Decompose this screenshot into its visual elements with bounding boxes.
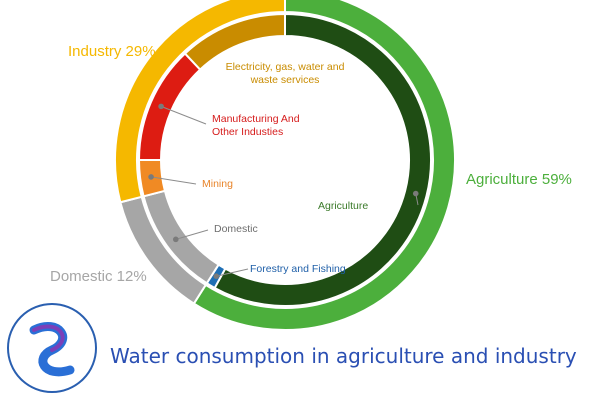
leader-line-domestic [175,229,209,240]
inner-label-forestry-and-fishing: Forestry and Fishing [250,263,346,275]
outer-slice-industry-29 [114,0,286,204]
chart-caption: Water consumption in agriculture and ind… [110,344,577,368]
inner-label-electricity-gas-water-and: Electricity, gas, water and waste service… [226,61,345,86]
outer-label-industry-29: Industry 29% [68,43,156,60]
inner-label-domestic: Domestic [214,223,258,235]
inner-slice-electricity-gas-water-and [183,12,286,72]
leader-lines [148,103,419,280]
leader-line-forestry-and-fishing [216,268,249,277]
leader-dot-agriculture [412,190,419,197]
leader-dot-forestry-and-fishing [213,273,220,280]
inner-ring [137,12,432,307]
park-logo-icon [4,300,100,401]
slice-labels: Agriculture 59% Domestic 12% Industry 29% A… [50,43,572,285]
leader-dot-domestic [172,236,179,243]
leader-line-manufacturing-and [160,105,207,125]
inner-label-agriculture: Agriculture [318,200,368,212]
leader-dot-manufacturing-and [158,103,164,110]
inner-label-mining: Mining [202,178,233,190]
outer-label-agriculture-59: Agriculture 59% [466,171,572,188]
outer-label-domestic-12: Domestic 12% [50,268,147,285]
leader-line-mining [150,176,197,185]
inner-label-manufacturing-and: Manufacturing And Other Industies [212,113,300,138]
outer-ring [114,0,456,331]
leader-dot-mining [148,174,154,180]
